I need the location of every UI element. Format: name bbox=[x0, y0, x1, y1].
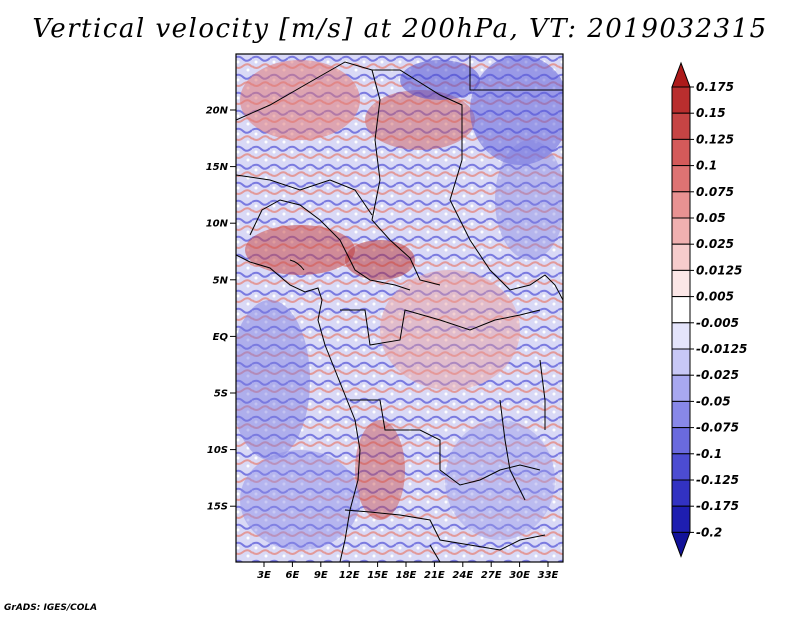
colorbar-label: 0.1 bbox=[696, 159, 717, 173]
colorbar-segment bbox=[671, 453, 691, 481]
lon-label: 21E bbox=[424, 570, 445, 581]
colorbar-segment bbox=[671, 505, 691, 533]
lon-label: 6E bbox=[286, 570, 300, 581]
lon-label: 3E bbox=[257, 570, 271, 581]
lat-label: 15N bbox=[206, 162, 229, 173]
country-borders bbox=[236, 55, 563, 562]
longitude-axis: 3E 6E 9E 12E 15E 18E 21E 24E 27E 30E 33E bbox=[257, 562, 559, 581]
colorbar-label: 0.005 bbox=[696, 290, 734, 304]
colorbar-segment bbox=[671, 322, 691, 350]
lon-label: 18E bbox=[396, 570, 417, 581]
colorbar-segment bbox=[671, 269, 691, 298]
colorbar-segment bbox=[671, 112, 691, 140]
colorbar-label: -0.05 bbox=[696, 394, 731, 408]
colorbar-label: 0.0125 bbox=[696, 263, 742, 277]
lat-label: 5N bbox=[213, 275, 229, 286]
colorbar-bottom-arrow bbox=[671, 531, 691, 558]
colorbar-label: -0.005 bbox=[696, 316, 739, 330]
lon-label: 33E bbox=[538, 570, 559, 581]
lon-label: 9E bbox=[314, 570, 328, 581]
colorbar-segment bbox=[671, 374, 691, 402]
chart-title: Vertical velocity [m/s] at 200hPa, VT: 2… bbox=[32, 14, 768, 44]
colorbar-label: -0.0125 bbox=[696, 342, 747, 356]
colorbar-label: 0.05 bbox=[696, 211, 726, 225]
lat-label: 15S bbox=[207, 502, 228, 513]
colorbar-segment bbox=[671, 243, 691, 271]
colorbar-segment bbox=[671, 479, 691, 507]
lon-label: 15E bbox=[367, 570, 388, 581]
lon-label: 30E bbox=[509, 570, 530, 581]
colorbar-label: -0.1 bbox=[696, 447, 722, 461]
colorbar-label: -0.125 bbox=[696, 473, 739, 487]
colorbar-top-arrow bbox=[671, 61, 691, 88]
lon-label: 12E bbox=[339, 570, 360, 581]
colorbar-label: -0.025 bbox=[696, 368, 739, 382]
lon-label: 24E bbox=[452, 570, 473, 581]
colorbar-segment bbox=[671, 400, 691, 429]
map-frame bbox=[235, 53, 564, 563]
colorbar-label: -0.075 bbox=[696, 421, 739, 435]
colorbar-segment bbox=[671, 138, 691, 167]
lat-label: 10S bbox=[207, 445, 228, 456]
lat-label: 10N bbox=[206, 219, 229, 230]
colorbar-segment bbox=[671, 217, 691, 245]
lat-label: 5S bbox=[214, 389, 228, 400]
colorbar-segment bbox=[671, 165, 691, 193]
colorbar-segment bbox=[671, 86, 691, 114]
colorbar-label: 0.125 bbox=[696, 132, 734, 146]
vertical-velocity-field bbox=[236, 54, 563, 562]
colorbar-label: 0.025 bbox=[696, 237, 734, 251]
colorbar-segment bbox=[671, 348, 691, 376]
colorbar-label: 0.175 bbox=[696, 80, 734, 94]
colorbar-label: 0.15 bbox=[696, 106, 726, 120]
colorbar-label: -0.2 bbox=[696, 525, 722, 539]
colorbar-segment bbox=[671, 427, 691, 455]
lat-label: 20N bbox=[206, 106, 229, 117]
colorbar: 0.175 0.15 0.125 0.1 0.075 0.05 0.025 0.0125 0.0… bbox=[671, 61, 747, 558]
lat-label: EQ bbox=[213, 332, 229, 343]
grads-credit: GrADS: IGES/COLA bbox=[4, 603, 98, 613]
latitude-axis: 20N 15N 10N 5N EQ 5S 10S 15S bbox=[206, 106, 236, 513]
colorbar-label: -0.175 bbox=[696, 499, 739, 513]
colorbar-label: 0.075 bbox=[696, 185, 734, 199]
lon-label: 27E bbox=[481, 570, 502, 581]
colorbar-segment bbox=[671, 191, 691, 219]
colorbar-segment bbox=[671, 296, 691, 324]
